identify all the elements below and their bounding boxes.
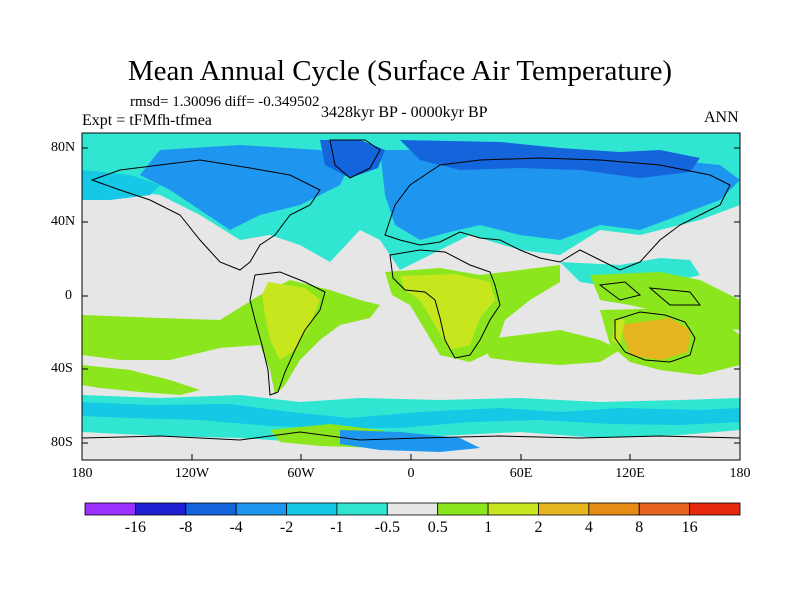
lon-label: 120W xyxy=(174,466,210,481)
experiment-label: Expt = tFMfh-tfmea xyxy=(82,112,212,129)
colorbar-label: -1 xyxy=(330,519,344,536)
anomaly-field xyxy=(82,133,740,460)
season-label: ANN xyxy=(704,109,739,126)
stats-line: rmsd= 1.30096 diff= -0.349502 xyxy=(130,94,320,110)
colorbar-box xyxy=(185,502,237,516)
africa-strong-warm xyxy=(400,274,495,350)
lon-label: 180 xyxy=(71,466,93,481)
eurasia-coast xyxy=(384,157,731,271)
colorbar-label: 8 xyxy=(635,519,644,536)
colorbar-box xyxy=(286,502,338,516)
lat-label: 40N xyxy=(51,214,76,229)
greenland-coast xyxy=(329,139,381,179)
maritime-islands-coast xyxy=(598,281,702,306)
colorbar-label: -16 xyxy=(124,519,147,536)
lat-label: 0 xyxy=(65,288,72,303)
southern-ocean-strong-cool xyxy=(82,402,740,428)
lon-label: 60W xyxy=(287,466,315,481)
colorbar-box xyxy=(235,502,287,516)
colorbar-label: 4 xyxy=(584,519,593,536)
lon-label: 120E xyxy=(615,466,645,481)
north-america-coast xyxy=(90,159,321,271)
colorbar-box xyxy=(487,502,539,516)
plot-title: Mean Annual Cycle (Surface Air Temperatu… xyxy=(127,55,673,87)
colorbar-label: -4 xyxy=(229,519,243,536)
colorbar xyxy=(84,502,741,516)
coastlines xyxy=(82,139,740,441)
lat-label: 40S xyxy=(51,361,73,376)
colorbar-label: 16 xyxy=(681,519,698,536)
antarctica-coast xyxy=(82,431,740,441)
colorbar-box xyxy=(638,502,691,516)
colorbar-label: 0.5 xyxy=(427,519,448,536)
south-america-coast xyxy=(249,271,326,396)
north-america-cool xyxy=(140,145,350,230)
colorbar-box xyxy=(588,502,640,516)
colorbar-box xyxy=(134,502,187,516)
australia-coast xyxy=(614,311,696,363)
colorbar-box xyxy=(336,502,388,516)
colorbar-label: 1 xyxy=(484,519,493,536)
colorbar-box xyxy=(84,502,136,516)
colorbar-label: -0.5 xyxy=(374,519,400,536)
lat-label: 80S xyxy=(51,435,73,450)
colorbar-box xyxy=(386,502,439,516)
lon-label: 180 xyxy=(729,466,751,481)
south-america-strong-warm xyxy=(262,282,320,360)
antarctic-cool xyxy=(340,430,480,452)
lon-label: 60E xyxy=(509,466,533,481)
colorbar-label: -2 xyxy=(279,519,294,536)
lon-label: 0 xyxy=(407,466,415,481)
axis-ticks xyxy=(81,147,741,460)
australia-strong-warm xyxy=(620,318,690,360)
period-label: 3428kyr BP - 0000kyr BP xyxy=(321,104,488,121)
colorbar-box xyxy=(538,502,590,516)
colorbar-box xyxy=(437,502,489,516)
africa-coast xyxy=(389,249,501,359)
colorbar-label: 2 xyxy=(534,519,543,536)
siberia-cool xyxy=(400,140,700,178)
pacific-cool xyxy=(82,170,160,200)
lat-label: 80N xyxy=(51,140,76,155)
colorbar-box xyxy=(689,502,741,516)
colorbar-label: -8 xyxy=(179,519,193,536)
indian-ocean-warm xyxy=(480,330,620,365)
southern-pacific-warm xyxy=(82,365,200,395)
